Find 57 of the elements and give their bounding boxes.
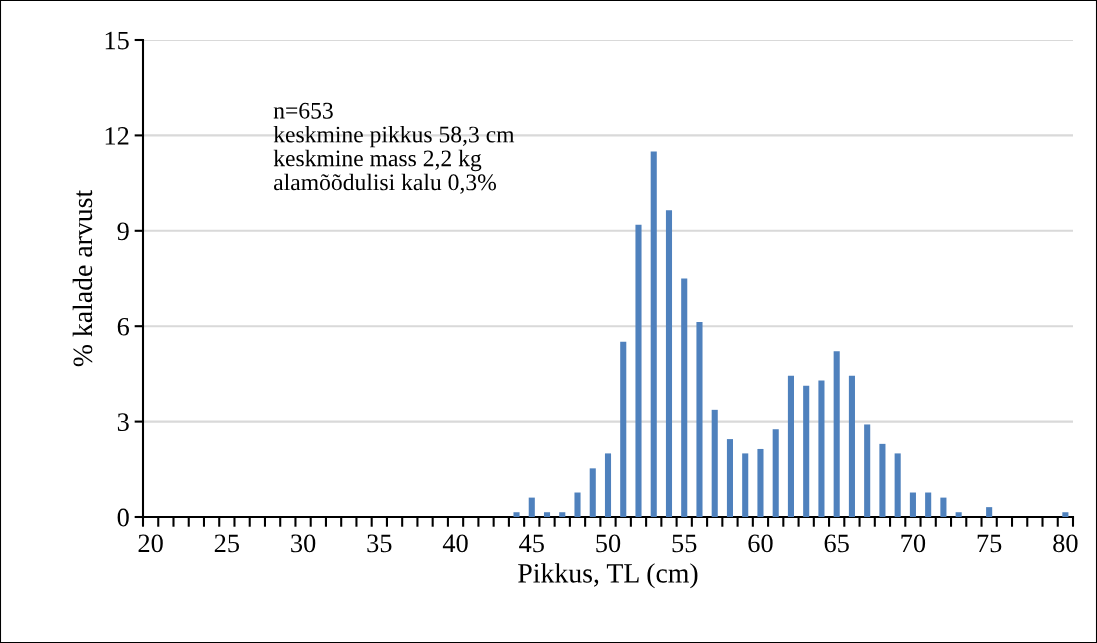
bar [665,210,673,517]
x-tick-label: 40 [442,534,468,553]
x-tick-label: 20 [138,534,163,553]
y-tick-label: 9 [117,222,129,241]
bar [650,151,657,517]
bar [818,380,825,517]
x-tick-label: 45 [519,534,544,553]
y-tick-label: 0 [117,508,129,527]
x-tick-label: 80 [1053,534,1078,553]
bar [620,341,627,517]
bar [772,429,779,517]
bar [513,512,520,517]
bar [574,492,581,517]
x-tick-label: 30 [291,534,316,553]
bar [543,512,551,517]
y-tick-label: 12 [105,127,129,145]
annotation: alamõõdulisi kalu 0,3% [274,173,497,194]
bar [909,492,916,517]
y-axis-title: % kalade arvust [72,189,93,367]
x-tick-label: 35 [367,534,392,553]
bar [742,453,749,517]
bar [696,322,703,517]
bar [1062,512,1069,517]
bar [925,492,932,517]
bar [879,443,886,517]
bar [864,424,871,517]
bar [986,507,993,517]
bar [604,453,612,517]
bar [787,375,794,517]
bar [757,448,764,517]
bar [711,409,718,517]
bar [635,224,642,517]
y-tick-label: 6 [117,317,130,336]
x-tick-label: 25 [214,534,240,553]
bar [833,351,840,517]
bar [681,278,688,517]
x-axis-title: Pikkus, TL (cm) [518,563,698,589]
annotation: n=653 [273,102,333,119]
bar [528,497,535,517]
bar [726,439,734,517]
bar [955,512,962,517]
x-tick-label: 75 [977,534,1002,553]
bar [803,385,810,517]
y-tick-label: 15 [105,31,129,50]
bar [559,512,566,517]
bar [589,468,596,517]
x-tick-label: 55 [672,534,697,553]
bar [848,375,855,517]
annotation: keskmine mass 2,2 kg [273,149,482,172]
y-tick-label: 3 [117,413,129,432]
x-tick-label: 70 [901,534,926,553]
x-tick-label: 60 [748,534,773,553]
annotation: keskmine pikkus 58,3 cm [273,125,515,148]
x-tick-label: 65 [824,534,849,553]
x-tick-label: 50 [596,534,621,553]
bar [940,497,947,517]
bar [894,453,901,517]
